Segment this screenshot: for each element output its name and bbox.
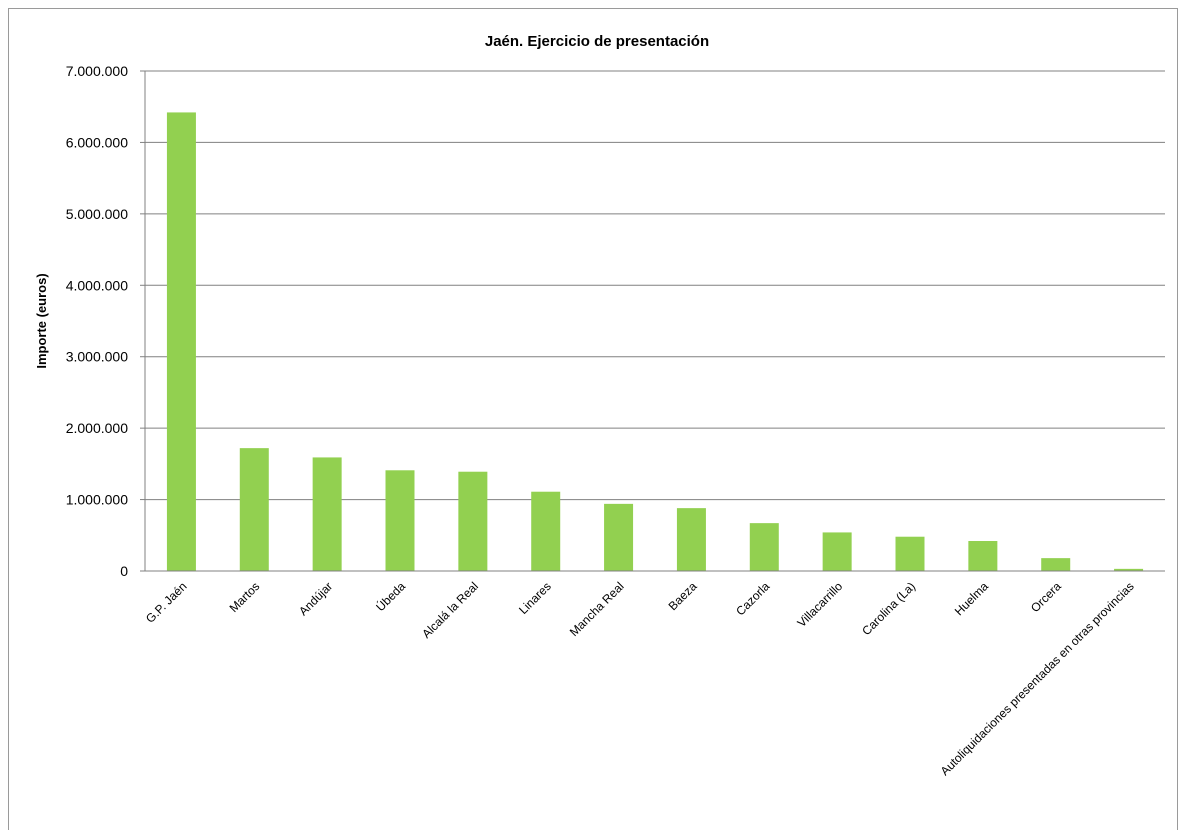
y-tick-label: 1.000.000	[66, 492, 128, 508]
x-tick-label: Martos	[227, 579, 263, 615]
gridlines	[140, 70, 1165, 572]
x-tick-labels: G.P. Jaén Martos Andújar Úbeda Alcalá la Rea…	[143, 578, 1137, 778]
bar	[895, 536, 925, 571]
x-tick-label: Linares	[516, 579, 554, 617]
bar	[676, 508, 706, 571]
x-tick-label: Carolina (La)	[859, 579, 918, 638]
y-tick-label: 3.000.000	[66, 349, 128, 365]
bar	[822, 532, 852, 571]
chart-title: Jaén. Ejercicio de presentación	[485, 33, 709, 50]
x-tick-label: Úbeda	[373, 578, 409, 614]
bar	[458, 471, 488, 571]
x-tick-label: Orcera	[1028, 579, 1064, 615]
y-axis-label: Importe (euros)	[34, 273, 49, 368]
y-tick-labels: 0 1.000.000 2.000.000 3.000.000 4.000.000 5.0…	[66, 63, 129, 579]
x-tick-label: Baeza	[666, 579, 700, 613]
chart-frame	[8, 8, 1178, 830]
bar	[1041, 558, 1071, 571]
x-tick-label: G.P. Jaén	[143, 579, 190, 626]
y-tick-label: 4.000.000	[66, 277, 128, 293]
x-tick-label: Huelma	[952, 579, 991, 618]
y-tick-label: 6.000.000	[66, 134, 128, 150]
bar	[166, 112, 196, 571]
y-tick-label: 5.000.000	[66, 206, 128, 222]
bar	[385, 470, 415, 571]
bar	[968, 541, 998, 571]
x-tick-label: Alcalá la Real	[419, 579, 481, 641]
y-tick-label: 0	[120, 563, 128, 579]
bar	[749, 523, 779, 571]
bar	[312, 457, 342, 571]
x-tick-label: Cazorla	[733, 579, 772, 618]
y-tick-label: 7.000.000	[66, 63, 128, 79]
x-tick-label: Villacarrillo	[794, 579, 845, 630]
bar	[604, 503, 634, 571]
x-tick-label: Mancha Real	[567, 579, 627, 639]
y-tick-label: 2.000.000	[66, 420, 128, 436]
bars	[166, 112, 1144, 571]
bar	[239, 448, 269, 571]
bar	[531, 491, 561, 571]
x-tick-label: Andújar	[296, 579, 335, 618]
bar	[1114, 568, 1144, 571]
